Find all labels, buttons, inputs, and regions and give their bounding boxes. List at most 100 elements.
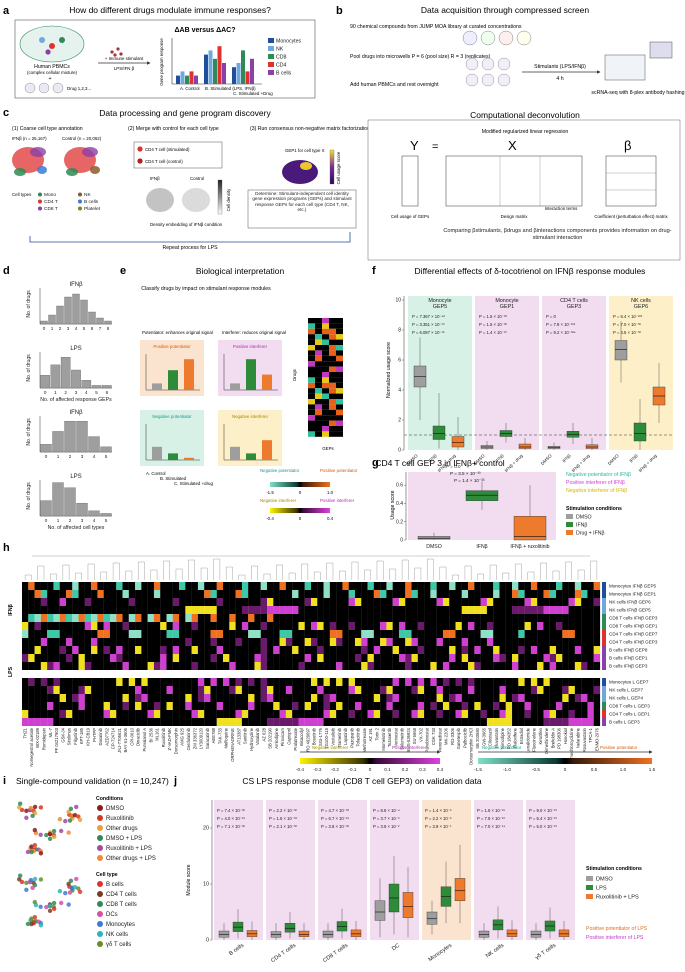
h-heat-cell [273,590,280,598]
celltype-label: CD8 T [44,206,58,212]
h-heat-cell [562,598,569,606]
h-heat-cell [499,694,506,702]
h-heat-cell [260,614,268,622]
h-heat-cell [398,654,406,662]
i-umap-point [47,903,53,909]
h-heat-cell [267,646,274,654]
h-heat-cell [254,622,261,630]
h-heat-cell [260,638,268,646]
h-heat-cell [436,622,444,630]
h-heat-cell [386,622,393,630]
h-heat-cell [386,702,393,710]
h-heat-cell [493,678,500,686]
h-heat-cell [235,654,242,662]
i-umap-point [32,827,38,833]
h-heat-cell [411,646,418,654]
h-heat-cell [411,590,418,598]
h-heat-cell [593,582,601,590]
g-pval: P = 1.4 × 10⁻³³ [454,478,485,483]
h-heat-cell [254,598,261,606]
h-heat-cell [361,710,368,718]
h-heat-cell [386,606,393,614]
h-heat-cell [568,710,575,718]
h-heat-cell [292,606,299,614]
h-heat-cell [512,630,519,638]
h-heat-cell [361,694,368,702]
h-heat-cell [455,662,462,670]
j-tick-label: 10 [203,882,209,888]
c-step1: (1) Coarse cell type annotation [12,126,83,132]
h-heat-cell [361,630,368,638]
h-heat-cell [417,718,425,726]
h-heat-cell [47,622,54,630]
h-col-label: Dinaciclib [136,727,141,746]
h-heat-cell [474,654,481,662]
h-heat-cell [22,678,29,686]
h-heat-cell [147,662,155,670]
h-heat-cell [292,718,299,726]
h-heat-cell [210,638,217,646]
h-heat-cell [549,630,557,638]
h-heat-cell [267,678,274,686]
dendro-branch [339,570,346,580]
h-heat-cell [342,630,349,638]
h-heat-cell [53,590,60,598]
h-heat-cell [84,678,92,686]
h-heat-cell [367,702,374,710]
h-heat-cell [537,582,544,590]
i-umap-point [17,805,22,810]
h-heat-cell [524,590,531,598]
h-heat-cell [235,678,242,686]
i-umap-point [29,916,34,921]
h-cbar2-left: Negative potentiator [482,745,522,750]
f-pval: P = 1.5 × 10⁻³⁵ [479,322,507,327]
h-heat-cell [556,678,563,686]
h-heat-cell [348,702,356,710]
h-heat-cell [436,582,444,590]
h-heat-cell [417,686,425,694]
h-heat-cell [512,662,519,670]
h-col-label: AMG 925 [180,727,185,745]
h-heat-cell [430,646,437,654]
f-group-bg [475,296,539,450]
a-bar [245,71,250,84]
i-ct-label: B cells [106,882,124,888]
h-heat-cell [436,654,444,662]
h-heat-cell [518,710,525,718]
e-heat-cell [322,431,329,437]
dendro-branch [87,563,95,580]
h-heat-cell [474,606,481,614]
h-heat-cell [461,590,469,598]
h-heat-cell [97,606,104,614]
h-heat-cell [109,718,117,726]
h-heat-cell [367,638,374,646]
h-heat-cell [480,614,488,622]
h-heat-cell [166,646,173,654]
h-heat-cell [543,630,550,638]
i-ct-dot [97,901,103,907]
h-heat-cell [254,646,261,654]
h-heat-cell [380,622,387,630]
h-heat-cell [549,606,557,614]
celltype-dot [78,192,82,197]
h-heat-cell [329,598,337,606]
h-heat-cell [336,678,343,686]
d-tick-label: 0 [43,326,46,331]
h-heat-cell [380,702,387,710]
h-heat-cell [153,622,161,630]
dendro-branch [527,571,535,580]
i-umap-point [38,851,44,856]
h-heat-cell [530,710,538,718]
i-umap-point [66,830,71,835]
h-heat-cell [97,646,104,654]
h-row-label: NK cells L GEP4 [609,696,643,701]
h-heat-cell [185,598,192,606]
panel-e: e Biological interpretation Classify dru… [120,265,358,521]
dendro-branch [540,562,547,580]
h-heat-cell [72,630,79,638]
h-heat-cell [581,582,588,590]
h-col-label: AZD7762 [104,727,109,745]
h-heat-cell [524,710,531,718]
e-heat-cell [322,345,329,351]
h-heat-cell [216,710,224,718]
